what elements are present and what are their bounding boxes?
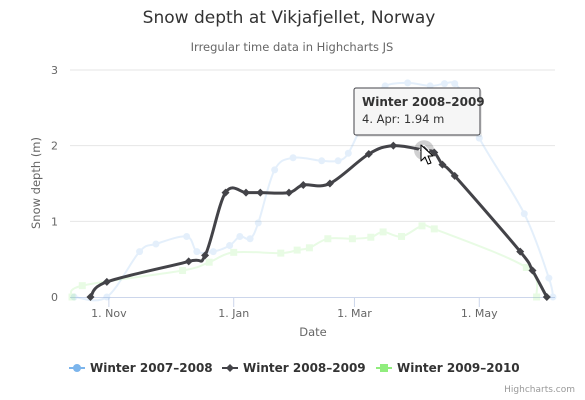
data-point[interactable] <box>549 293 557 301</box>
data-point[interactable] <box>103 293 111 301</box>
data-point[interactable] <box>440 80 448 88</box>
data-point[interactable] <box>68 293 76 301</box>
data-point[interactable] <box>542 293 551 301</box>
data-point[interactable] <box>348 235 356 243</box>
data-point[interactable] <box>201 251 210 260</box>
data-point[interactable] <box>430 148 439 157</box>
y-tick-label: 1 <box>51 215 58 228</box>
data-point[interactable] <box>102 277 111 286</box>
data-point[interactable] <box>324 235 332 243</box>
data-point[interactable] <box>325 179 334 188</box>
data-point[interactable] <box>344 149 352 157</box>
x-tick-label: 1. Nov <box>91 307 127 320</box>
data-point[interactable] <box>430 225 438 233</box>
tooltip-title: Winter 2008–2009 <box>362 95 485 109</box>
diamond-marker-icon <box>226 364 234 372</box>
data-point[interactable] <box>236 232 244 240</box>
data-point[interactable] <box>136 248 144 256</box>
data-point[interactable] <box>86 293 95 301</box>
y-axis-title: Snow depth (m) <box>29 137 43 229</box>
x-axis: 1. Nov 1. Jan 1. Mar 1. May <box>70 297 555 320</box>
legend-item-winter-2008-2009[interactable]: Winter 2008–2009 <box>222 361 366 375</box>
series-layer <box>68 79 557 302</box>
data-point[interactable] <box>209 248 217 256</box>
data-point[interactable] <box>438 160 447 169</box>
data-point[interactable] <box>246 235 254 243</box>
data-point[interactable] <box>451 80 459 88</box>
data-point[interactable] <box>241 188 250 197</box>
y-tick-label: 0 <box>51 291 58 304</box>
data-point[interactable] <box>205 258 213 266</box>
tooltip: Winter 2008–2009 4. Apr: 1.94 m <box>353 87 485 137</box>
data-point[interactable] <box>367 233 375 241</box>
data-point[interactable] <box>254 219 262 227</box>
circle-marker-icon <box>73 364 81 372</box>
data-point[interactable] <box>193 248 201 256</box>
y-tick-label: 3 <box>51 64 58 77</box>
mouse-pointer-icon <box>420 144 434 165</box>
data-point[interactable] <box>522 263 530 271</box>
legend[interactable]: Winter 2007–2008 Winter 2008–2009 Winter… <box>69 361 520 375</box>
data-point[interactable] <box>334 157 342 165</box>
credits-link[interactable]: Highcharts.com <box>504 385 575 395</box>
tooltip-body: 4. Apr: 1.94 m <box>362 112 444 126</box>
series-winter-2009-2010[interactable] <box>68 222 541 301</box>
data-point[interactable] <box>183 232 191 240</box>
data-point[interactable] <box>256 188 265 197</box>
data-point[interactable] <box>389 141 398 150</box>
chart-subtitle: Irregular time data in Highcharts JS <box>191 40 394 54</box>
data-point[interactable] <box>179 267 187 275</box>
gridlines <box>70 69 555 222</box>
data-point[interactable] <box>418 222 426 230</box>
data-point[interactable] <box>379 228 387 236</box>
data-point[interactable] <box>450 171 459 180</box>
data-point[interactable] <box>404 79 412 87</box>
data-point[interactable] <box>475 134 483 142</box>
data-point[interactable] <box>284 188 293 197</box>
y-tick-label: 2 <box>51 140 58 153</box>
legend-item-winter-2009-2010[interactable]: Winter 2009–2010 <box>376 361 520 375</box>
data-point[interactable] <box>520 210 528 218</box>
y-axis: 0 1 2 3 <box>51 64 58 304</box>
data-point[interactable] <box>78 282 86 290</box>
data-point[interactable] <box>364 149 373 158</box>
x-tick-label: 1. Jan <box>218 307 249 320</box>
x-tick-label: 1. Mar <box>337 307 372 320</box>
data-point[interactable] <box>184 257 193 266</box>
x-tick-label: 1. May <box>461 307 498 320</box>
data-point[interactable] <box>226 242 234 250</box>
data-point[interactable] <box>70 293 78 301</box>
data-point[interactable] <box>305 244 313 252</box>
data-point[interactable] <box>277 249 285 257</box>
data-point[interactable] <box>516 247 525 256</box>
data-point[interactable] <box>230 248 238 256</box>
legend-label-2008-2009[interactable]: Winter 2008–2009 <box>243 361 366 375</box>
data-point[interactable] <box>318 157 326 165</box>
chart-title: Snow depth at Vikjafjellet, Norway <box>143 8 436 28</box>
series-line-winter-2009-2010[interactable] <box>69 223 539 298</box>
data-point[interactable] <box>221 188 230 197</box>
data-point[interactable] <box>299 181 308 190</box>
tooltip-box <box>353 87 481 136</box>
legend-label-2007-2008[interactable]: Winter 2007–2008 <box>90 361 213 375</box>
series-winter-2008-2009[interactable] <box>86 141 551 301</box>
data-point[interactable] <box>398 232 406 240</box>
data-point[interactable] <box>545 274 553 282</box>
data-point[interactable] <box>528 266 537 275</box>
data-point[interactable] <box>293 246 301 254</box>
data-point[interactable] <box>152 240 160 248</box>
data-point[interactable] <box>289 154 297 162</box>
data-point[interactable] <box>533 293 541 301</box>
square-marker-icon <box>380 364 388 372</box>
legend-item-winter-2007-2008[interactable]: Winter 2007–2008 <box>69 361 213 375</box>
data-point[interactable] <box>271 166 279 174</box>
legend-label-2009-2010[interactable]: Winter 2009–2010 <box>397 361 520 375</box>
x-axis-title: Date <box>299 325 327 339</box>
